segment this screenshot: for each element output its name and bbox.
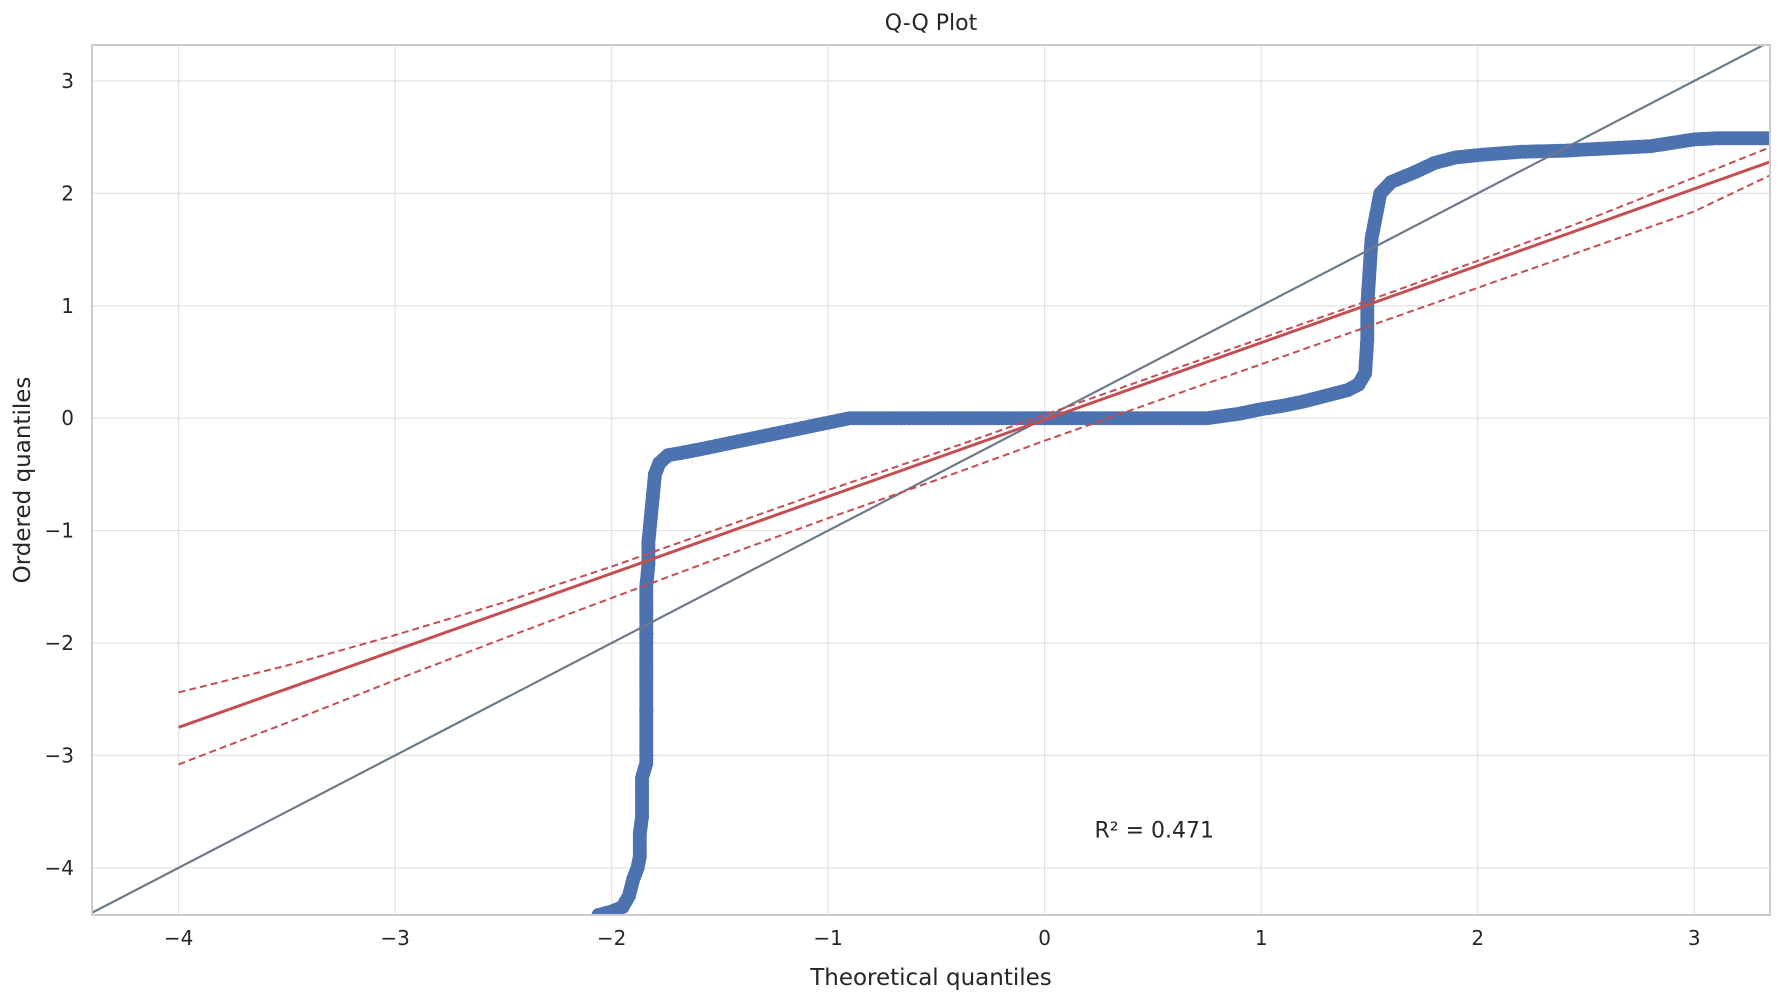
x-tick-label: −3 xyxy=(380,926,409,950)
y-tick-label: −3 xyxy=(45,743,74,767)
confidence-band-upper xyxy=(178,146,1770,694)
y-tick-label: −1 xyxy=(45,519,74,543)
x-tick-label: 3 xyxy=(1688,926,1701,950)
y-tick-label: 3 xyxy=(61,69,74,93)
y-tick-label: −2 xyxy=(45,631,74,655)
x-tick-label: 0 xyxy=(1038,926,1051,950)
x-tick-label: 1 xyxy=(1255,926,1268,950)
identity-line xyxy=(92,45,1766,914)
grid xyxy=(92,45,1770,915)
data-point xyxy=(639,665,654,680)
y-tick-label: 0 xyxy=(61,406,74,430)
confidence-band-lower xyxy=(178,174,1770,766)
y-tick-label: −4 xyxy=(45,856,74,880)
y-tick-label: 1 xyxy=(61,294,74,318)
x-tick-label: −4 xyxy=(164,926,193,950)
x-axis-ticks: −4 −3 −2 −1 0 1 2 3 xyxy=(164,926,1701,950)
x-axis-label: Theoretical quantiles xyxy=(809,965,1052,991)
x-tick-label: 2 xyxy=(1471,926,1484,950)
x-tick-label: −2 xyxy=(597,926,626,950)
data-point xyxy=(639,604,654,619)
chart-title: Q-Q Plot xyxy=(885,11,978,36)
plot-area xyxy=(92,45,1770,915)
plot-frame xyxy=(91,44,1771,916)
data-point xyxy=(639,703,654,718)
y-tick-label: 2 xyxy=(61,181,74,205)
data-point xyxy=(1763,131,1770,146)
r-squared-annotation: R² = 0.471 xyxy=(1094,819,1214,844)
x-tick-label: −1 xyxy=(813,926,842,950)
y-axis-ticks: −4 −3 −2 −1 0 1 2 3 xyxy=(45,69,74,880)
regression-fit-line xyxy=(178,160,1770,729)
y-axis-label: Ordered quantiles xyxy=(10,377,36,584)
data-point xyxy=(639,627,654,641)
